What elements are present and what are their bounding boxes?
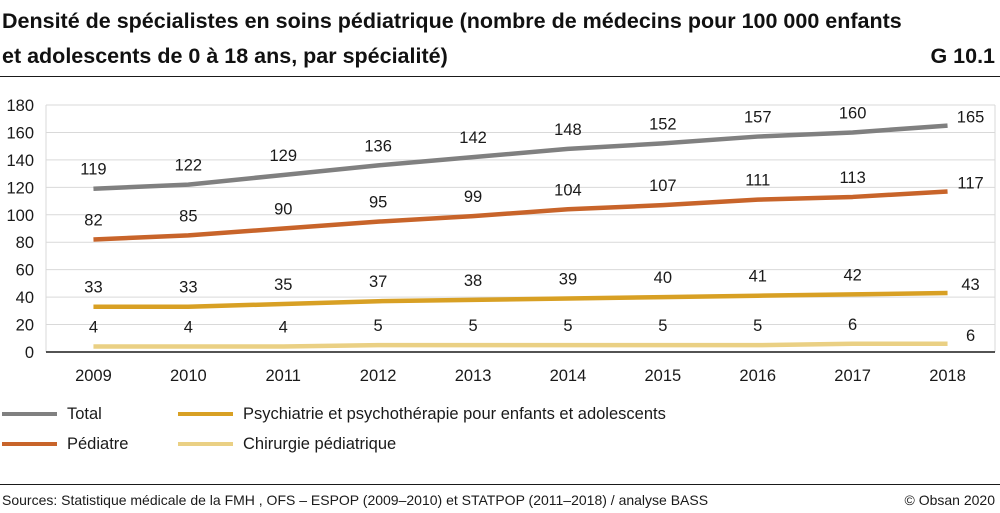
legend-label-total: Total	[67, 404, 102, 423]
data-label-psychiatrie: 42	[843, 266, 861, 284]
data-label-chirurgie: 6	[966, 327, 975, 345]
data-label-chirurgie: 5	[658, 317, 667, 335]
x-tick-label: 2016	[739, 367, 776, 385]
x-tick-label: 2009	[75, 367, 112, 385]
data-label-pediatre: 85	[179, 207, 197, 225]
line-chart: 0 20 40 60 80 100 120 140 160 180 2009 2010 2011 2012…	[6, 97, 996, 385]
source-note: Sources: Statistique médicale de la FMH …	[2, 492, 709, 508]
y-tick-label: 100	[6, 207, 34, 225]
data-label-pediatre: 95	[369, 194, 387, 212]
x-tick-label: 2012	[360, 367, 397, 385]
data-label-total: 165	[957, 109, 985, 127]
series-line-pediatre	[93, 189, 948, 242]
y-tick-label: 120	[6, 179, 34, 197]
data-label-psychiatrie: 33	[179, 279, 197, 297]
legend-label-chirurgie: Chirurgie pédiatrique	[243, 434, 397, 453]
legend-item-chirurgie: Chirurgie pédiatrique	[178, 432, 396, 456]
series-line-psychiatrie	[93, 290, 948, 309]
data-label-total: 122	[175, 157, 203, 175]
data-label-total: 129	[269, 147, 297, 165]
legend-swatch-pediatre	[2, 442, 57, 446]
series-line-chirurgie	[93, 341, 948, 349]
legend-item-psychiatrie: Psychiatrie et psychothérapie pour enfan…	[178, 402, 666, 426]
data-label-total: 148	[554, 121, 582, 139]
data-label-pediatre: 82	[84, 211, 102, 229]
legend-item-total: Total	[2, 402, 102, 426]
data-label-chirurgie: 5	[563, 317, 572, 335]
data-label-total: 152	[649, 115, 677, 133]
data-label-chirurgie: 4	[184, 319, 193, 337]
legend-label-psychiatrie: Psychiatrie et psychothérapie pour enfan…	[243, 404, 666, 423]
data-label-psychiatrie: 38	[464, 272, 482, 290]
data-label-pediatre: 113	[839, 169, 865, 187]
data-label-chirurgie: 5	[753, 317, 762, 335]
data-label-pediatre: 90	[274, 201, 292, 219]
data-label-chirurgie: 6	[848, 316, 857, 334]
x-tick-label: 2017	[834, 367, 871, 385]
data-label-pediatre: 107	[649, 177, 677, 195]
data-label-chirurgie: 5	[468, 317, 477, 335]
y-tick-label: 0	[25, 344, 34, 362]
x-tick-label: 2015	[644, 367, 681, 385]
chart-id: G 10.1	[930, 44, 995, 68]
y-tick-label: 60	[16, 262, 34, 280]
data-label-pediatre: 104	[554, 181, 582, 199]
data-label-total: 157	[744, 109, 772, 127]
footer-divider	[0, 484, 1000, 485]
data-label-pediatre: 117	[957, 174, 983, 192]
x-tick-label: 2011	[266, 367, 301, 385]
data-label-psychiatrie: 39	[559, 270, 577, 288]
data-label-pediatre: 111	[745, 172, 770, 190]
legend-swatch-psychiatrie	[178, 412, 233, 416]
data-label-total: 160	[839, 104, 867, 122]
series-line-total	[93, 123, 948, 191]
legend-item-pediatre: Pédiatre	[2, 432, 128, 456]
data-label-total: 142	[459, 129, 487, 147]
legend-swatch-chirurgie	[178, 442, 233, 446]
y-tick-label: 180	[6, 97, 34, 115]
x-tick-label: 2014	[550, 367, 587, 385]
data-label-pediatre: 99	[464, 188, 482, 206]
x-tick-label: 2010	[170, 367, 207, 385]
y-tick-label: 80	[16, 234, 34, 252]
title-divider	[0, 76, 1000, 77]
data-label-psychiatrie: 35	[274, 276, 292, 294]
chart-title: Densité de spécialistes en soins pédiatr…	[2, 9, 902, 68]
data-label-psychiatrie: 40	[654, 269, 672, 287]
y-tick-label: 20	[16, 317, 34, 335]
y-tick-label: 160	[6, 124, 34, 142]
y-tick-label: 40	[16, 289, 34, 307]
data-label-psychiatrie: 41	[749, 268, 767, 286]
data-label-psychiatrie: 37	[369, 273, 387, 291]
y-tick-label: 140	[6, 152, 34, 170]
x-tick-label: 2013	[455, 367, 492, 385]
data-label-chirurgie: 4	[89, 319, 98, 337]
data-label-total: 119	[80, 161, 106, 179]
legend-swatch-total	[2, 412, 57, 416]
legend-label-pediatre: Pédiatre	[67, 434, 129, 453]
data-label-psychiatrie: 33	[84, 279, 102, 297]
data-label-psychiatrie: 43	[961, 276, 979, 294]
data-label-chirurgie: 5	[374, 317, 383, 335]
data-label-total: 136	[364, 137, 392, 155]
x-tick-label: 2018	[929, 367, 966, 385]
data-label-chirurgie: 4	[279, 319, 288, 337]
copyright-note: © Obsan 2020	[904, 492, 996, 508]
